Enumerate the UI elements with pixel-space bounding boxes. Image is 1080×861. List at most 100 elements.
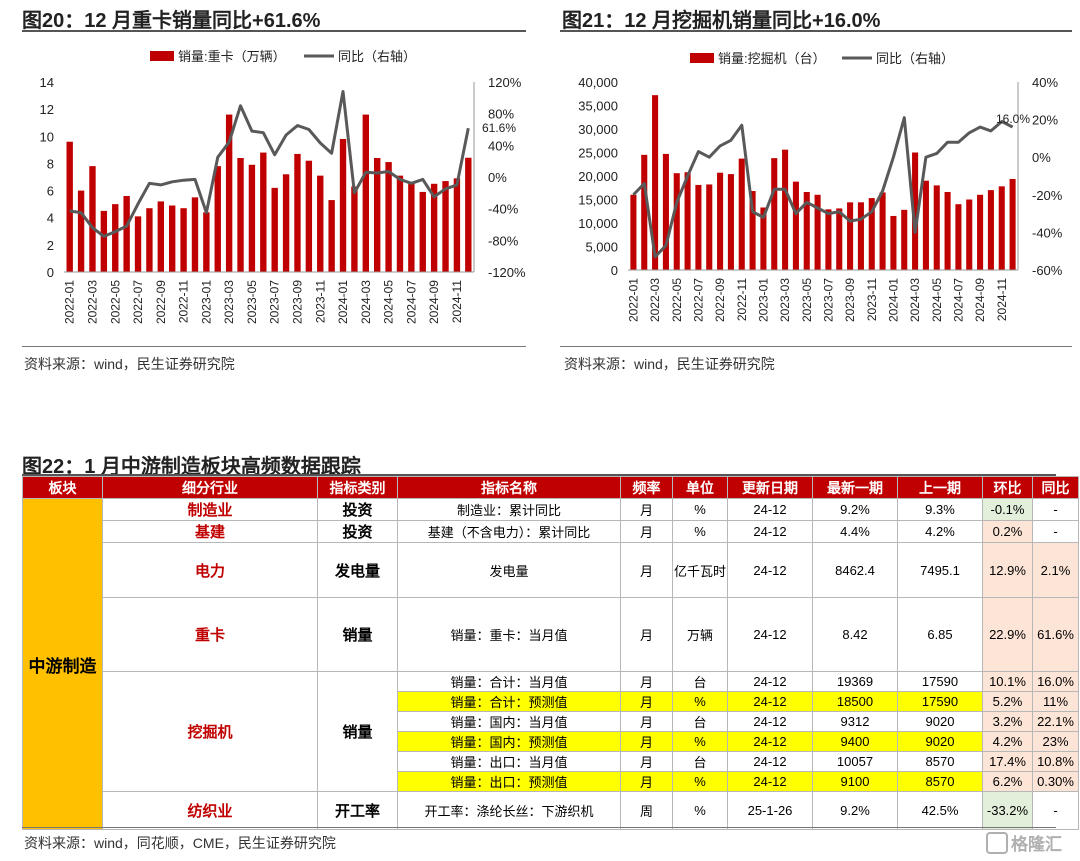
table-row: 销量：出口：当月值 月 台 24-12 10057 8570 17.4% 10.…: [23, 751, 1079, 772]
legend-bar-swatch: [690, 53, 714, 63]
y-left-tick-label: 40,000: [578, 75, 618, 90]
unit-cell: 台: [672, 751, 728, 772]
x-tick-label: 2023-01: [756, 278, 770, 322]
data-bar: [305, 160, 313, 272]
previous-cell: 9020: [897, 731, 983, 752]
data-bar: [695, 184, 702, 270]
x-tick-label: 2022-07: [131, 280, 145, 324]
data-bar: [191, 197, 199, 272]
data-bar: [836, 208, 843, 270]
x-tick-label: 2023-11: [313, 280, 327, 323]
y-left-tick-label: 8: [47, 156, 54, 171]
data-bar: [408, 182, 415, 272]
table-row: 销量：合计：预测值 月 % 24-12 18500 17590 5.2% 11%: [23, 691, 1079, 712]
data-bar: [294, 153, 301, 272]
data-bar: [706, 184, 713, 270]
unit-cell: %: [672, 731, 728, 752]
figure-20-source: 资料来源：wind，民生证券研究院: [24, 356, 235, 372]
unit-cell: 台: [672, 671, 728, 692]
previous-cell: 8570: [897, 771, 983, 792]
y-left-tick-label: 10,000: [578, 216, 618, 231]
data-bar: [673, 173, 680, 270]
data-bar: [977, 194, 984, 270]
x-tick-label: 2022-09: [154, 280, 168, 324]
data-bar: [214, 166, 221, 272]
data-bar: [652, 95, 659, 270]
x-tick-label: 2024-03: [908, 278, 922, 322]
data-bar: [419, 191, 426, 272]
frequency-cell: 月: [620, 731, 673, 752]
table-row: 纺织业 开工率 开工率：涤纶长丝：下游织机 周 % 25-1-26 9.2% 4…: [23, 791, 1079, 830]
data-bar: [442, 181, 449, 272]
frequency-cell: 月: [620, 498, 673, 521]
y-left-tick-label: 12: [40, 102, 54, 117]
data-bar: [317, 175, 324, 272]
indicator-name-cell: 销量：合计：当月值: [397, 671, 621, 692]
data-bar: [955, 204, 962, 270]
latest-cell: 8.42: [812, 597, 898, 672]
data-bar: [630, 194, 637, 270]
category-cell: 销量: [317, 671, 398, 792]
data-bar: [89, 166, 96, 272]
latest-cell: 9.2%: [812, 791, 898, 830]
data-bar: [782, 149, 789, 270]
y-left-tick-label: 6: [47, 184, 54, 199]
x-tick-label: 2023-09: [843, 278, 857, 322]
frequency-cell: 月: [620, 691, 673, 712]
header-cell: 指标类别: [317, 476, 398, 499]
category-cell: 投资: [317, 498, 398, 521]
mom-cell: 22.9%: [982, 597, 1033, 672]
data-bar: [922, 180, 929, 270]
data-bar: [868, 198, 875, 270]
figure-20-title-rule: [22, 30, 526, 32]
mom-cell: 17.4%: [982, 751, 1033, 772]
watermark: 格隆汇: [986, 830, 1062, 855]
industry-cell: 制造业: [102, 498, 318, 521]
y-left-tick-label: 35,000: [578, 99, 618, 114]
mom-cell: 5.2%: [982, 691, 1033, 712]
figure-21-title-rule: [560, 30, 1072, 32]
latest-cell: 4.4%: [812, 520, 898, 543]
previous-cell: 4.2%: [897, 520, 983, 543]
data-bar: [237, 158, 244, 272]
x-tick-label: 2024-07: [404, 280, 418, 324]
excavator-sales-chart: 销量:挖掘机（台） 同比（右轴） 0 5,000 10,000 15,000 20,000 2…: [578, 51, 1063, 322]
y-right-tick-label: 80%: [488, 107, 514, 122]
yoy-line: [632, 116, 1014, 259]
indicator-name-cell: 销量：出口：预测值: [397, 771, 621, 792]
yoy-cell: 2.1%: [1032, 542, 1079, 598]
indicator-name-cell: 销量：出口：当月值: [397, 751, 621, 772]
x-tick-label: 2022-05: [108, 280, 122, 324]
yoy-cell: 10.8%: [1032, 751, 1079, 772]
data-bar: [123, 196, 130, 272]
y-right-tick-label: 40%: [1032, 75, 1058, 90]
y-right-tick-label: 20%: [1032, 113, 1058, 128]
x-tick-label: 2022-07: [691, 278, 705, 322]
data-bar: [847, 202, 854, 270]
mom-cell: -33.2%: [982, 791, 1033, 830]
previous-cell: 6.85: [897, 597, 983, 672]
figure-20-bottom-rule: [22, 346, 526, 347]
header-cell: 上一期: [897, 476, 983, 499]
yoy-cell: 22.1%: [1032, 711, 1079, 732]
heavy-truck-sales-chart: 销量:重卡（万辆） 同比（右轴） 0 2 4 6 8 10 12 14 -120% -80% -40% 0…: [40, 49, 526, 324]
data-bar: [717, 172, 724, 270]
category-cell: 开工率: [317, 791, 398, 830]
unit-cell: %: [672, 791, 728, 830]
data-bar: [857, 202, 864, 270]
legend-label: 销量:挖掘机（台）: [718, 51, 826, 66]
y-left-tick-label: 15,000: [578, 193, 618, 208]
unit-cell: 万辆: [672, 597, 728, 672]
previous-cell: 17590: [897, 691, 983, 712]
x-tick-label: 2022-03: [648, 278, 662, 322]
yoy-cell: 23%: [1032, 731, 1079, 752]
last-value-label: 16.0%: [996, 112, 1030, 126]
y-right-tick-label: 0%: [1032, 150, 1051, 165]
latest-cell: 19369: [812, 671, 898, 692]
latest-cell: 9100: [812, 771, 898, 792]
y-left-tick-label: 25,000: [578, 146, 618, 161]
legend-label: 同比（右轴）: [338, 49, 416, 64]
indicator-name-cell: 制造业：累计同比: [397, 498, 621, 521]
data-bar: [641, 154, 648, 270]
indicator-name-cell: 销量：国内：当月值: [397, 711, 621, 732]
